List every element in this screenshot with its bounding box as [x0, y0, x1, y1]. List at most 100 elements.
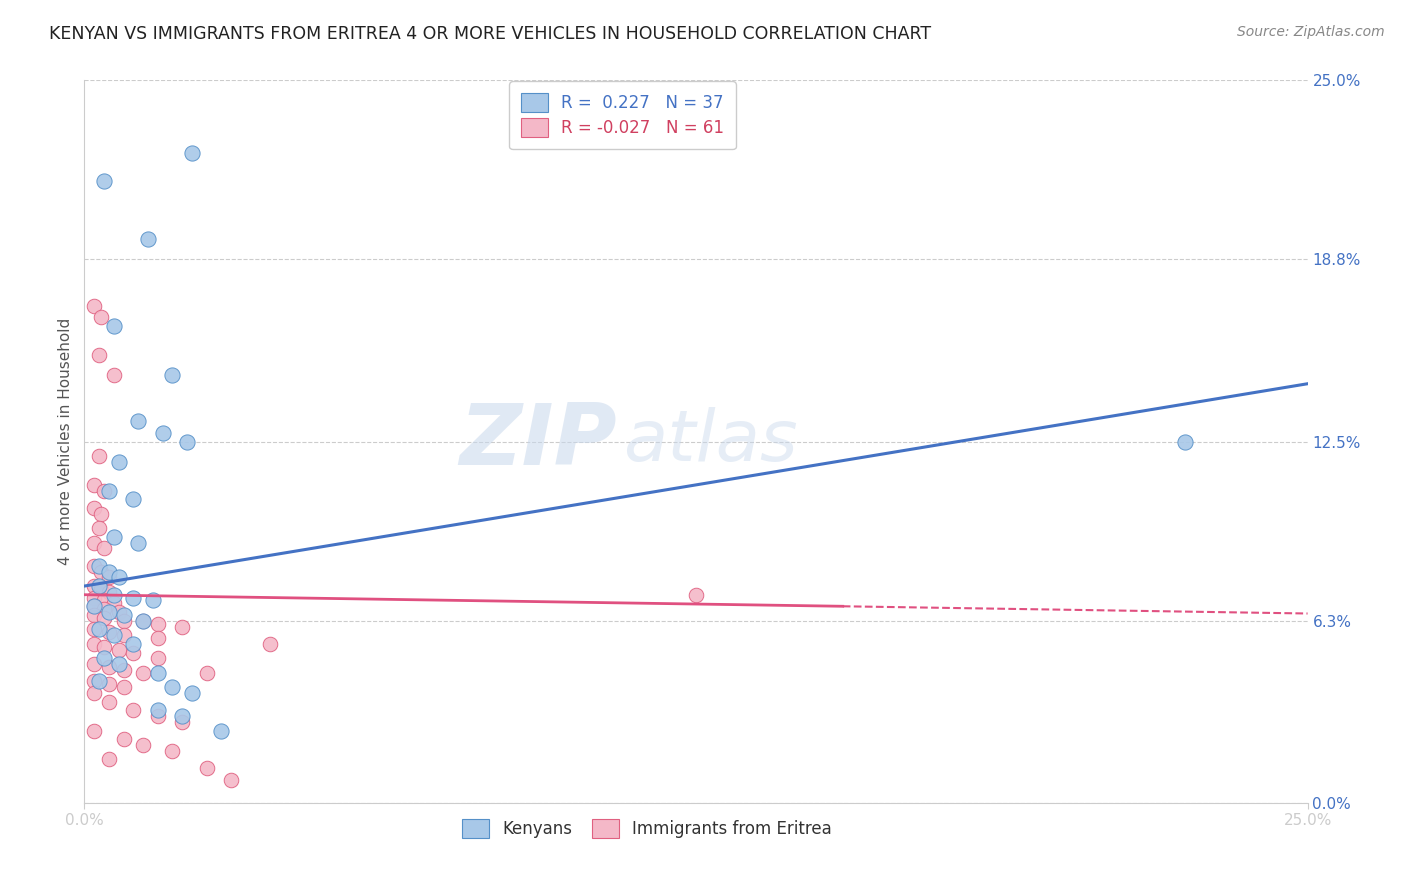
Point — [93, 593, 115, 607]
Point — [146, 709, 169, 723]
Point — [97, 752, 120, 766]
Point — [93, 483, 115, 498]
Text: atlas: atlas — [623, 407, 797, 476]
Point — [259, 637, 281, 651]
Point — [97, 660, 120, 674]
Legend: Kenyans, Immigrants from Eritrea: Kenyans, Immigrants from Eritrea — [456, 813, 838, 845]
Point — [83, 723, 105, 738]
Point — [83, 558, 105, 573]
Point — [181, 686, 204, 700]
Point — [103, 628, 125, 642]
Point — [83, 478, 105, 492]
Point — [87, 579, 110, 593]
Point — [90, 565, 112, 579]
Point — [103, 530, 125, 544]
Point — [122, 703, 145, 717]
Point — [152, 425, 174, 440]
Text: Source: ZipAtlas.com: Source: ZipAtlas.com — [1237, 25, 1385, 39]
Point — [93, 541, 115, 556]
Point — [142, 593, 165, 607]
Point — [1174, 434, 1197, 449]
Point — [172, 714, 194, 729]
Point — [112, 628, 135, 642]
Point — [122, 637, 145, 651]
Point — [136, 232, 159, 246]
Point — [83, 501, 105, 516]
Point — [103, 588, 125, 602]
Point — [112, 607, 135, 622]
Point — [97, 570, 120, 584]
Point — [209, 723, 232, 738]
Point — [112, 732, 135, 747]
Point — [112, 680, 135, 694]
Point — [112, 663, 135, 677]
Point — [172, 709, 194, 723]
Point — [97, 677, 120, 691]
Point — [146, 651, 169, 665]
Point — [172, 619, 194, 633]
Point — [90, 507, 112, 521]
Point — [107, 605, 129, 619]
Point — [112, 614, 135, 628]
Point — [87, 674, 110, 689]
Point — [132, 665, 155, 680]
Text: ZIP: ZIP — [458, 400, 616, 483]
Point — [132, 738, 155, 752]
Point — [87, 449, 110, 463]
Point — [195, 665, 218, 680]
Point — [93, 602, 115, 616]
Point — [83, 579, 105, 593]
Point — [107, 642, 129, 657]
Point — [93, 640, 115, 654]
Point — [87, 348, 110, 362]
Point — [90, 582, 112, 596]
Point — [97, 483, 120, 498]
Point — [83, 657, 105, 671]
Point — [83, 599, 105, 614]
Point — [83, 607, 105, 622]
Point — [176, 434, 198, 449]
Point — [132, 614, 155, 628]
Point — [195, 761, 218, 775]
Point — [107, 570, 129, 584]
Point — [97, 584, 120, 599]
Point — [127, 535, 149, 549]
Point — [146, 616, 169, 631]
Point — [103, 318, 125, 333]
Point — [219, 772, 242, 787]
Point — [83, 686, 105, 700]
Point — [162, 680, 184, 694]
Point — [93, 651, 115, 665]
Point — [122, 646, 145, 660]
Point — [162, 368, 184, 382]
Point — [83, 623, 105, 637]
Point — [87, 521, 110, 535]
Point — [83, 535, 105, 549]
Point — [97, 605, 120, 619]
Point — [122, 492, 145, 507]
Point — [127, 414, 149, 428]
Point — [87, 558, 110, 573]
Point — [83, 674, 105, 689]
Point — [97, 565, 120, 579]
Point — [181, 145, 204, 160]
Point — [122, 591, 145, 605]
Point — [146, 631, 169, 645]
Point — [685, 588, 707, 602]
Point — [146, 703, 169, 717]
Point — [146, 665, 169, 680]
Point — [97, 625, 120, 640]
Point — [83, 299, 105, 313]
Point — [107, 657, 129, 671]
Point — [93, 611, 115, 625]
Point — [132, 614, 155, 628]
Point — [107, 455, 129, 469]
Point — [103, 368, 125, 382]
Point — [90, 310, 112, 325]
Point — [83, 591, 105, 605]
Point — [103, 596, 125, 610]
Point — [93, 174, 115, 188]
Point — [83, 599, 105, 614]
Y-axis label: 4 or more Vehicles in Household: 4 or more Vehicles in Household — [58, 318, 73, 566]
Point — [83, 637, 105, 651]
